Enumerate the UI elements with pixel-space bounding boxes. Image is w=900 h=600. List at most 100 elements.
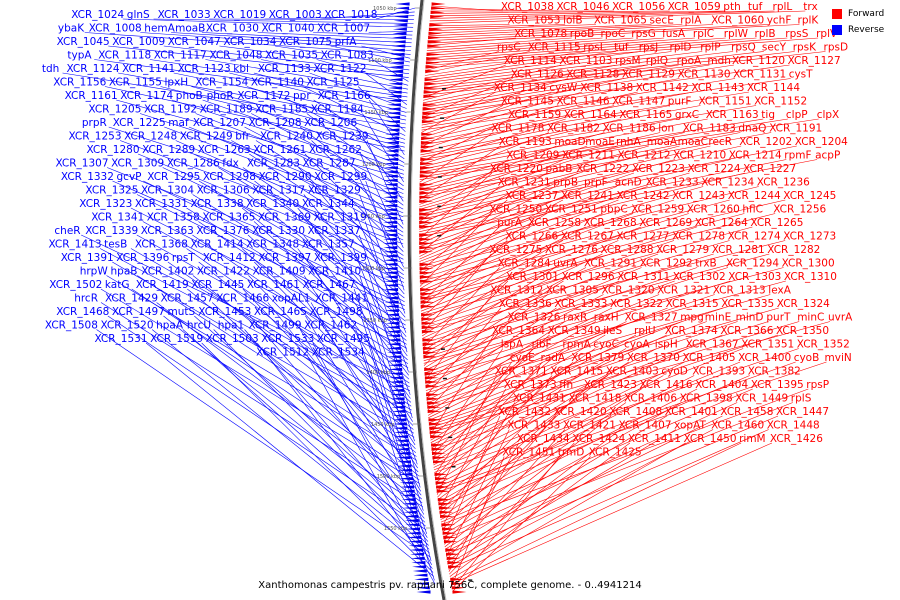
forward-gene-label: XCR_1210 <box>673 150 726 162</box>
reverse-connector <box>191 86 405 144</box>
reverse-feature-arrow <box>387 355 402 359</box>
forward-connector <box>431 334 779 451</box>
forward-connector <box>432 348 565 458</box>
reverse-feature-arrow <box>385 136 400 140</box>
forward-connector <box>419 186 617 262</box>
forward-gene-label: ychF <box>767 15 792 27</box>
reverse-gene-label: XCR_1325 <box>85 185 138 197</box>
forward-connector <box>425 294 604 386</box>
reverse-feature-arrow <box>392 418 407 422</box>
reverse-gene-label: XCR_1402 <box>141 266 194 278</box>
reverse-connector <box>112 261 415 438</box>
reverse-gene-label: tesB <box>104 239 127 251</box>
reverse-connector <box>303 234 409 376</box>
reverse-feature-arrow <box>405 523 420 527</box>
forward-gene-label: XCR_1147 <box>612 96 665 108</box>
reverse-gene-label: mutS <box>168 306 196 318</box>
reverse-gene-label: cheR <box>54 225 80 237</box>
forward-connector <box>419 199 730 282</box>
forward-gene-label: XCR_1294 <box>726 258 779 270</box>
forward-gene-label: XCR_1138 <box>580 82 633 94</box>
legend-item-forward: Forward <box>832 6 894 22</box>
forward-connector <box>419 172 548 242</box>
forward-connector <box>426 37 634 54</box>
forward-feature-arrow <box>419 250 434 254</box>
forward-connector <box>419 145 588 205</box>
forward-gene-label: XCR_1313 <box>713 285 766 297</box>
reverse-connector <box>368 30 413 33</box>
forward-gene-label: ffh <box>559 379 573 391</box>
reverse-connector <box>193 153 404 260</box>
forward-feature-arrow <box>427 40 442 44</box>
reverse-feature-arrow <box>387 94 402 98</box>
reverse-feature-arrow <box>383 174 398 178</box>
forward-connector <box>451 456 561 590</box>
reverse-feature-arrow <box>402 506 417 510</box>
forward-gene-label: XCR_1291 <box>584 258 637 270</box>
forward-gene-label: pbpC <box>600 204 627 216</box>
reverse-gene-label: XCR_1520 <box>101 320 154 332</box>
reverse-connector <box>312 342 432 565</box>
reverse-feature-arrow <box>410 556 425 561</box>
reverse-feature-arrow <box>385 330 400 334</box>
reverse-feature-arrow <box>385 313 400 317</box>
reverse-gene-label: XCR_1034 <box>223 36 276 48</box>
forward-gene-label: XCR_1282 <box>767 244 820 256</box>
forward-gene-label: XCR_1223 <box>632 163 685 175</box>
forward-connector <box>450 442 773 585</box>
forward-feature-arrow <box>420 304 435 308</box>
forward-feature-arrow <box>420 162 435 166</box>
forward-gene-label: XCR_1451 <box>502 447 555 459</box>
reverse-feature-arrow <box>392 422 407 426</box>
reverse-gene-label: gcvP <box>117 171 142 183</box>
reverse-connector <box>303 194 406 318</box>
reverse-connector <box>149 59 408 98</box>
forward-connector <box>419 145 711 215</box>
reverse-feature-arrow <box>383 178 398 182</box>
forward-gene-label: acnD <box>615 177 642 189</box>
forward-connector <box>436 375 497 495</box>
forward-gene-label: XCR_1401 <box>665 406 718 418</box>
forward-connector <box>435 361 685 486</box>
forward-connector <box>419 132 550 185</box>
misc-feature-mark <box>437 205 442 208</box>
reverse-feature-arrow <box>389 384 404 388</box>
reverse-connector <box>353 288 418 465</box>
reverse-gene-label: XCR_1225 <box>113 117 166 129</box>
forward-gene-label: XCR_1103 <box>559 55 612 67</box>
forward-feature-arrow <box>428 418 443 422</box>
forward-connector <box>445 415 779 555</box>
forward-connector <box>420 213 776 302</box>
forward-gene-label: rplC <box>693 28 714 40</box>
reverse-feature-arrow <box>383 191 398 195</box>
forward-connector <box>427 307 724 406</box>
reverse-gene-label: xopAL1 <box>272 293 311 305</box>
forward-connector <box>424 51 672 84</box>
forward-gene-label: XCR_1411 <box>628 433 681 445</box>
forward-gene-label: cyoD <box>661 366 688 378</box>
forward-gene-label: XCR_1404 <box>695 379 748 391</box>
forward-gene-label: XCR_1300 <box>782 258 835 270</box>
reverse-feature-arrow <box>385 132 400 136</box>
legend-label-forward: Forward <box>848 9 885 19</box>
reverse-gene-labels: XCR_1018XCR_1003XCR_1019XCR_1033glnSXCR_… <box>42 9 378 359</box>
reverse-feature-arrow <box>384 300 399 304</box>
reverse-feature-arrow <box>384 149 399 153</box>
reverse-gene-label: rpsT <box>172 252 195 264</box>
reverse-connector <box>173 72 407 121</box>
forward-connector <box>443 402 738 538</box>
reverse-feature-arrow <box>400 485 415 489</box>
reverse-gene-label: bfr <box>235 131 250 143</box>
forward-connector <box>422 64 648 106</box>
forward-connector <box>420 105 757 161</box>
reverse-feature-arrow <box>398 468 412 472</box>
forward-gene-label: acpP <box>815 150 840 162</box>
forward-gene-label: secY <box>762 42 787 54</box>
forward-gene-label: rpoC <box>601 28 626 40</box>
reverse-feature-arrow <box>388 363 402 367</box>
forward-feature-arrow <box>421 132 436 136</box>
forward-gene-label: XCR_1038 <box>501 1 554 13</box>
reverse-gene-label: XCR_1467 <box>303 279 356 291</box>
forward-gene-label: XCR_1273 <box>783 231 836 243</box>
reverse-feature-arrow <box>390 48 405 52</box>
